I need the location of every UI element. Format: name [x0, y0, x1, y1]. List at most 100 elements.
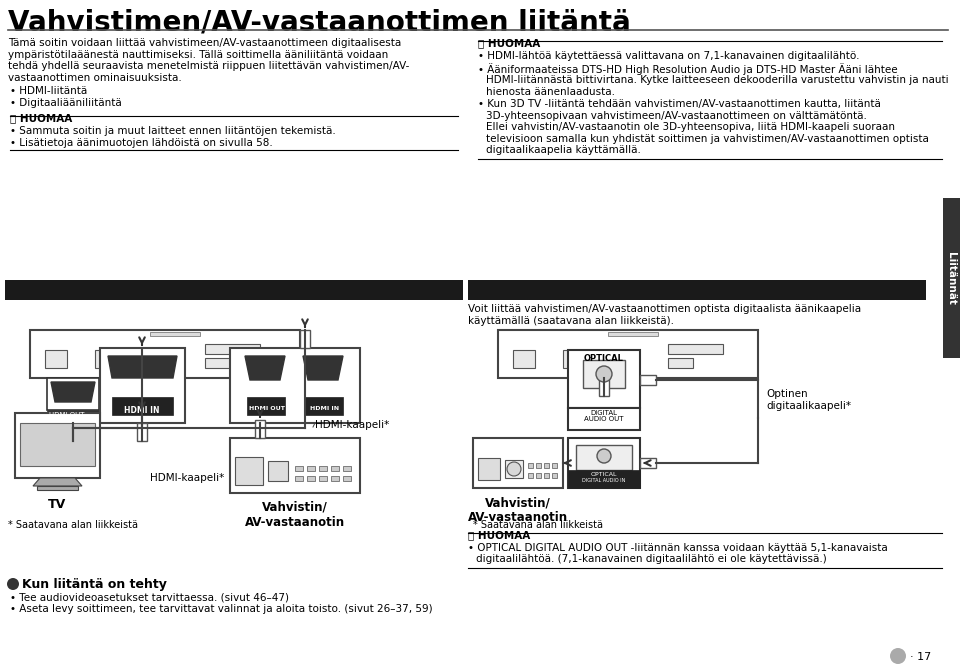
Bar — [145, 350, 167, 368]
Text: Vahvistimen/AV-vastaanottimen liitäntä: Vahvistimen/AV-vastaanottimen liitäntä — [8, 8, 631, 36]
Bar — [943, 198, 960, 358]
Text: HDMI-liitäntä: HDMI-liitäntä — [11, 284, 125, 299]
Bar — [205, 344, 260, 354]
Bar — [552, 463, 557, 468]
Bar — [513, 350, 535, 368]
Text: OPTICAL: OPTICAL — [590, 472, 617, 477]
Bar — [640, 375, 656, 385]
Bar — [95, 350, 117, 368]
Bar — [343, 466, 351, 471]
Bar — [536, 463, 541, 468]
Bar — [568, 438, 640, 488]
Bar — [205, 358, 230, 368]
Bar — [568, 408, 640, 430]
Circle shape — [507, 462, 521, 476]
Bar — [45, 350, 67, 368]
Bar — [20, 423, 95, 466]
Text: • HDMI-lähtöä käytettäessä valittavana on 7,1-kanavainen digitaalilähtö.: • HDMI-lähtöä käytettäessä valittavana o… — [478, 51, 859, 61]
Polygon shape — [33, 478, 82, 486]
Text: 3D-yhteensopivaan vahvistimeen/AV-vastaanottimeen on välttämätöntä.: 3D-yhteensopivaan vahvistimeen/AV-vastaa… — [486, 110, 867, 120]
Bar — [552, 473, 557, 478]
Text: Voit liittää vahvistimen/AV-vastaanottimen optista digitaalista äänikaapelia: Voit liittää vahvistimen/AV-vastaanottim… — [468, 304, 861, 314]
Bar — [112, 397, 173, 415]
Bar — [640, 458, 656, 468]
Text: Liitännät: Liitännät — [946, 252, 956, 305]
Bar — [599, 378, 609, 396]
Text: ⎙ HUOMAA: ⎙ HUOMAA — [478, 38, 540, 48]
Text: Digitaaliääniliitäntä: Digitaaliääniliitäntä — [474, 284, 644, 299]
Bar — [47, 378, 99, 410]
Text: • Kun 3D TV -liitäntä tehdään vahvistimen/AV-vastaanottimen kautta, liitäntä: • Kun 3D TV -liitäntä tehdään vahvistime… — [478, 99, 881, 109]
Circle shape — [890, 648, 906, 664]
Text: • OPTICAL DIGITAL AUDIO OUT -liitännän kanssa voidaan käyttää 5,1-kanavaista: • OPTICAL DIGITAL AUDIO OUT -liitännän k… — [468, 543, 888, 553]
Bar — [15, 413, 100, 478]
Text: • Ääniformaateissa DTS-HD High Resolution Audio ja DTS-HD Master Ääni lähtee: • Ääniformaateissa DTS-HD High Resolutio… — [478, 63, 898, 75]
Text: DIGITAL: DIGITAL — [590, 410, 617, 416]
Bar — [568, 470, 640, 488]
Text: TV: TV — [48, 498, 66, 511]
Bar — [668, 344, 723, 354]
Circle shape — [7, 578, 19, 590]
Bar — [100, 348, 185, 423]
Bar — [668, 358, 693, 368]
Text: ympäristötilaäänestä nauttimiseksi. Tällä soittimella ääniliitäntä voidaan: ympäristötilaäänestä nauttimiseksi. Täll… — [8, 49, 388, 59]
Text: OPTICAL: OPTICAL — [584, 354, 624, 363]
Text: HDMI OUT: HDMI OUT — [49, 412, 84, 418]
Text: * Saatavana alan liikkeistä: * Saatavana alan liikkeistä — [8, 520, 138, 530]
Text: • Tee audiovideoasetukset tarvittaessa. (sivut 46–47): • Tee audiovideoasetukset tarvittaessa. … — [10, 592, 289, 602]
Bar — [30, 330, 300, 378]
Bar — [505, 460, 523, 478]
Text: hienosta äänenlaadusta.: hienosta äänenlaadusta. — [486, 86, 615, 96]
Bar — [235, 457, 263, 485]
Polygon shape — [303, 356, 343, 380]
Text: Tämä soitin voidaan liittää vahvistimeen/AV-vastaanottimeen digitaalisesta: Tämä soitin voidaan liittää vahvistimeen… — [8, 38, 401, 48]
Bar — [235, 358, 260, 368]
Bar — [307, 476, 315, 481]
Text: AUDIO OUT: AUDIO OUT — [585, 416, 624, 422]
Bar — [268, 461, 288, 481]
Text: HDMI OUT: HDMI OUT — [249, 406, 285, 411]
Text: • HDMI-liitäntä: • HDMI-liitäntä — [10, 86, 87, 96]
Bar — [295, 476, 303, 481]
Text: vastaanottimen ominaisuuksista.: vastaanottimen ominaisuuksista. — [8, 73, 181, 83]
Bar — [47, 410, 99, 423]
Bar — [68, 423, 78, 441]
Bar — [528, 473, 533, 478]
Bar — [528, 463, 533, 468]
Bar — [563, 350, 585, 368]
Bar — [343, 476, 351, 481]
Bar — [544, 473, 549, 478]
Bar — [568, 350, 640, 408]
Text: Vahvistin/
AV-vastaanotin: Vahvistin/ AV-vastaanotin — [468, 496, 568, 524]
Text: • Sammuta soitin ja muut laitteet ennen liitäntöjen tekemistä.: • Sammuta soitin ja muut laitteet ennen … — [10, 126, 336, 136]
Text: · 17: · 17 — [910, 652, 931, 662]
Text: digitaalikaapelia käyttämällä.: digitaalikaapelia käyttämällä. — [486, 145, 641, 155]
Text: • Digitaaliääniliitäntä: • Digitaaliääniliitäntä — [10, 98, 122, 108]
Text: tehdä yhdellä seuraavista menetelmistä riippuen liitettävän vahvistimen/AV-: tehdä yhdellä seuraavista menetelmistä r… — [8, 61, 409, 71]
Bar — [576, 445, 632, 470]
Bar — [613, 350, 635, 368]
Bar — [230, 438, 360, 493]
Polygon shape — [37, 486, 78, 490]
Text: Optinen
digitaalikaapeli*: Optinen digitaalikaapeli* — [766, 389, 851, 411]
Bar — [305, 397, 343, 415]
Bar — [307, 466, 315, 471]
Text: DIGITAL AUDIO IN: DIGITAL AUDIO IN — [583, 478, 626, 483]
Bar — [5, 280, 463, 300]
Text: digitaalilähtöä. (7,1-kanavainen digitaalilähtö ei ole käytettävissä.): digitaalilähtöä. (7,1-kanavainen digitaa… — [476, 554, 827, 564]
Bar — [478, 458, 500, 480]
Bar — [468, 280, 926, 300]
Bar — [331, 466, 339, 471]
Bar — [230, 348, 360, 423]
Bar — [331, 476, 339, 481]
Text: Ellei vahvistin/AV-vastaanotin ole 3D-yhteensopiva, liitä HDMI-kaapeli suoraan: Ellei vahvistin/AV-vastaanotin ole 3D-yh… — [486, 122, 895, 132]
Bar — [544, 463, 549, 468]
Text: ⎙ HUOMAA: ⎙ HUOMAA — [468, 530, 530, 540]
Text: • Lisätietoja äänimuotojen lähdöistä on sivulla 58.: • Lisätietoja äänimuotojen lähdöistä on … — [10, 138, 273, 148]
Bar — [150, 332, 200, 336]
Bar — [300, 330, 310, 348]
Text: ⎙ HUOMAA: ⎙ HUOMAA — [10, 113, 72, 123]
Bar — [319, 466, 327, 471]
Text: HDMI-kaapeli*: HDMI-kaapeli* — [150, 473, 225, 483]
Text: Vahvistin/
AV-vastaanotin: Vahvistin/ AV-vastaanotin — [245, 501, 345, 529]
